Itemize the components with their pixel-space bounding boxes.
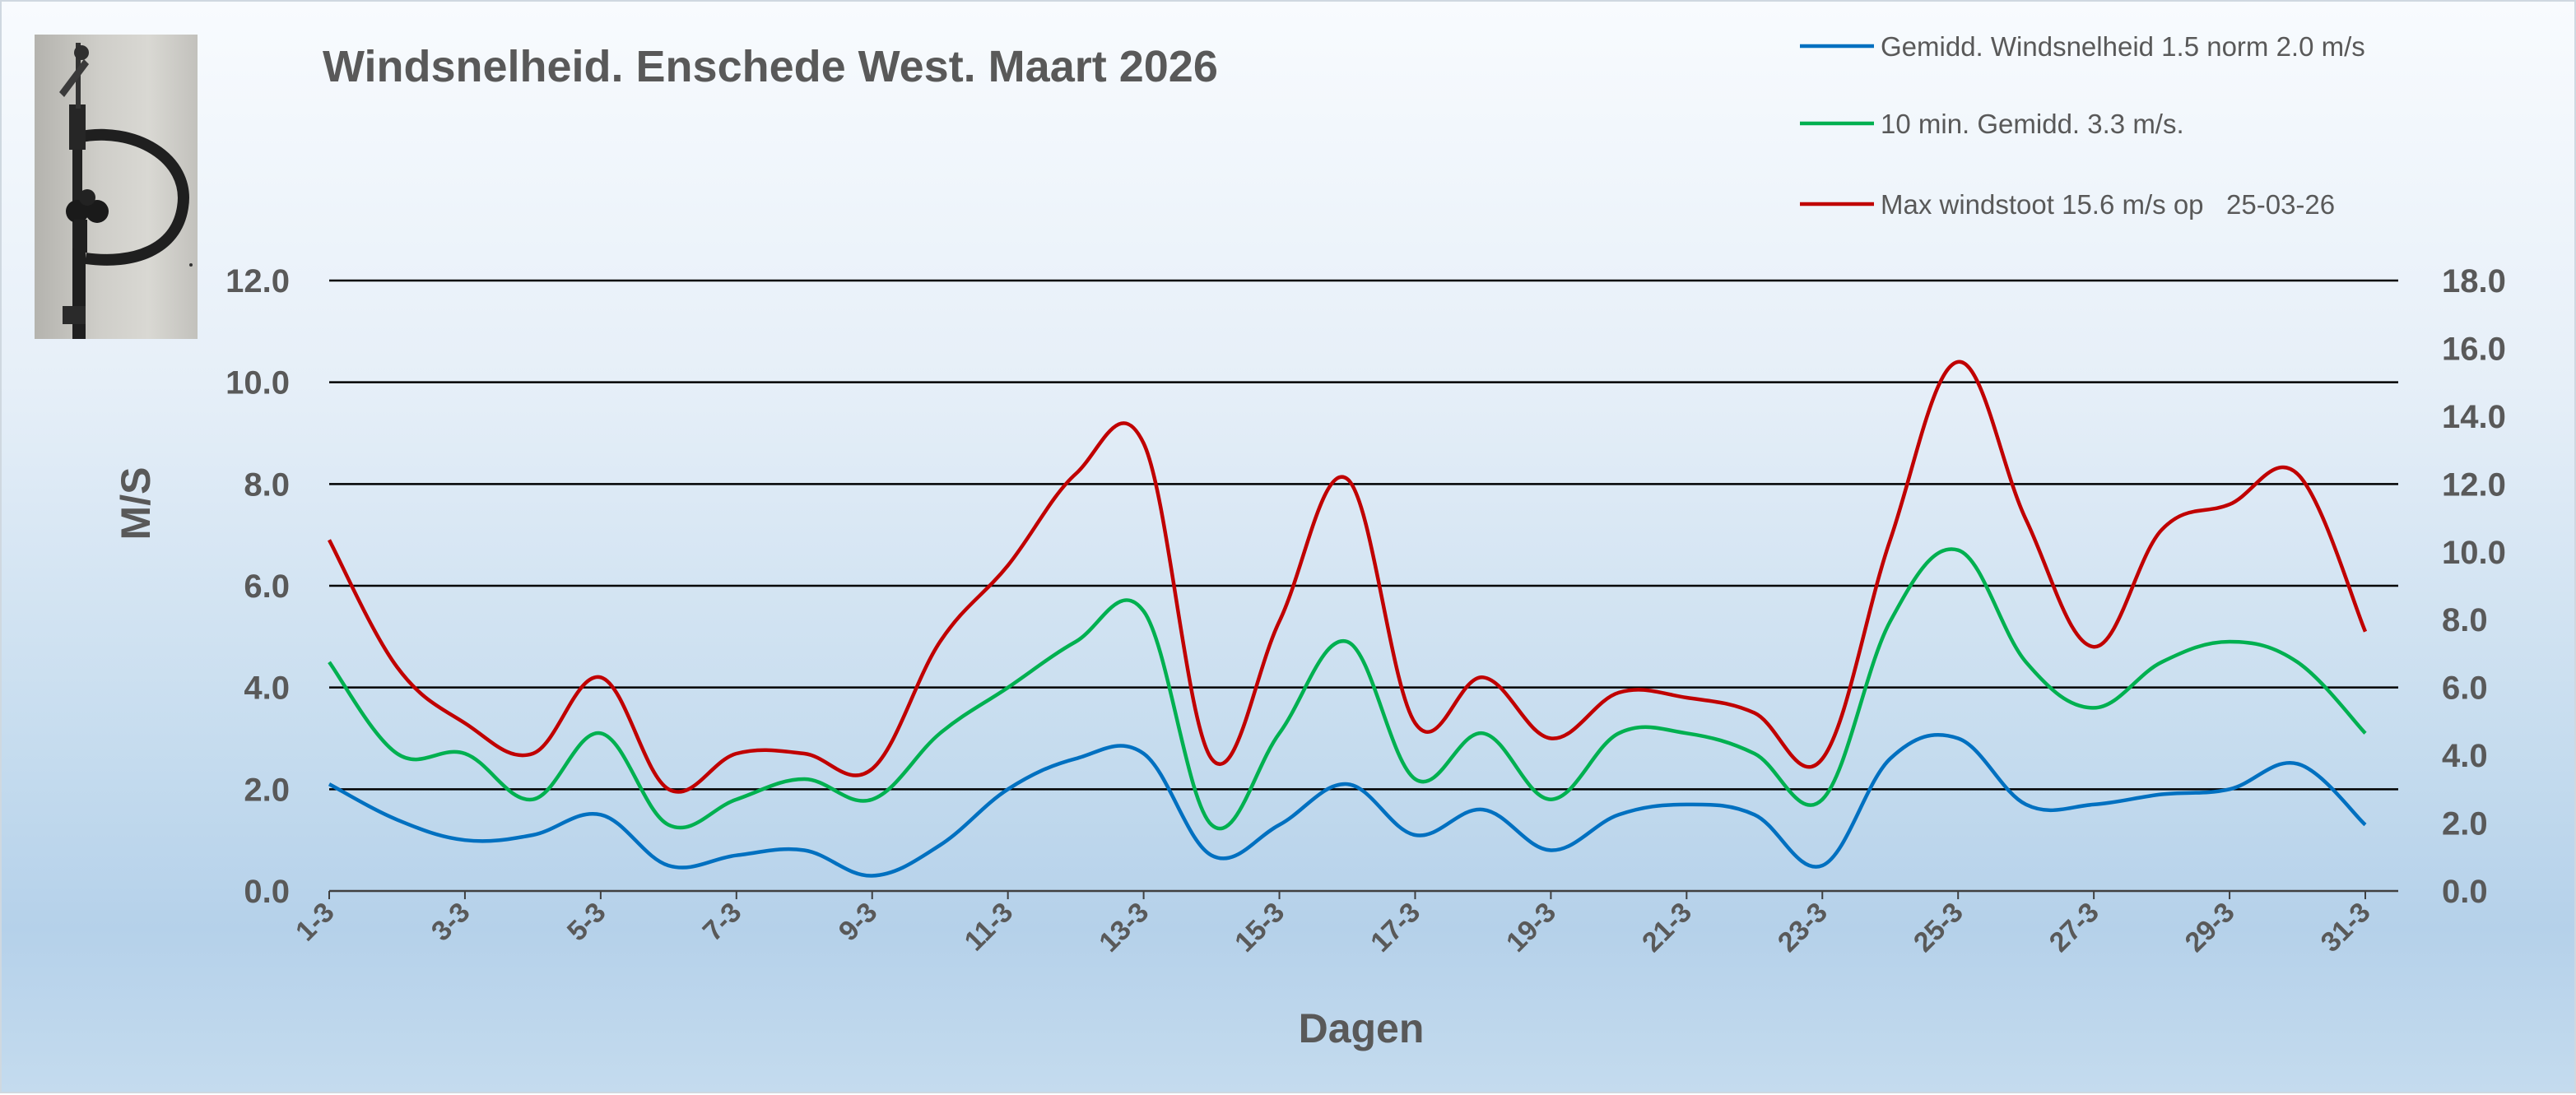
x-tick-label: 25-3 — [1908, 897, 1969, 958]
x-tick-label: 19-3 — [1500, 897, 1562, 958]
y-right-tick-label: 10.0 — [2442, 535, 2506, 571]
legend-entry: Gemidd. Windsnelheid 1.5 norm 2.0 m/s — [1881, 31, 2365, 62]
y-right-tick-label: 8.0 — [2442, 602, 2488, 638]
x-axis-title: Dagen — [1299, 1005, 1425, 1051]
y-left-tick-label: 6.0 — [244, 568, 290, 605]
y-right-tick-label: 2.0 — [2442, 806, 2488, 842]
x-tick-label: 13-3 — [1093, 897, 1155, 958]
x-tick-label: 7-3 — [697, 897, 748, 948]
y-axis-right: 0.0 2.0 4.0 6.0 8.0 10.0 12.0 14.0 16.0 18.0 — [2442, 263, 2506, 910]
series-line-2 — [328, 360, 2368, 794]
legend: Gemidd. Windsnelheid 1.5 norm 2.0 m/s 10 … — [1800, 31, 2365, 220]
chart-title: Windsnelheid. Enschede West. Maart 2026 — [323, 42, 1218, 91]
anemometer-icon — [59, 43, 193, 339]
series-lines — [328, 360, 2368, 878]
x-tick-label: 21-3 — [1636, 897, 1698, 958]
x-tick-label: 31-3 — [2315, 897, 2377, 958]
y-left-tick-label: 4.0 — [244, 670, 290, 707]
x-tick-label: 23-3 — [1772, 897, 1834, 958]
legend-entry: 10 min. Gemidd. 3.3 m/s. — [1881, 109, 2184, 139]
x-axis: 1-3 3-3 5-3 7-3 9-3 11-3 13-3 15-3 17-3 19-3 21-3 2… — [290, 891, 2377, 958]
y-right-tick-label: 16.0 — [2442, 331, 2506, 367]
series-line-1 — [328, 547, 2367, 831]
y-right-tick-label: 4.0 — [2442, 738, 2488, 774]
y-right-tick-label: 12.0 — [2442, 466, 2506, 503]
y-right-tick-label: 6.0 — [2442, 670, 2488, 707]
x-tick-label: 3-3 — [425, 897, 477, 948]
y-left-tick-label: 10.0 — [226, 365, 290, 401]
y-right-tick-label: 18.0 — [2442, 263, 2506, 299]
anemometer-photo — [35, 35, 198, 339]
y-right-tick-label: 0.0 — [2442, 874, 2488, 910]
gridlines — [329, 279, 2398, 893]
y-right-tick-label: 14.0 — [2442, 399, 2506, 435]
y-left-tick-label: 12.0 — [226, 263, 290, 299]
x-tick-label: 5-3 — [561, 897, 612, 948]
y-left-tick-label: 2.0 — [244, 772, 290, 808]
x-tick-label: 1-3 — [290, 897, 341, 948]
x-tick-label: 29-3 — [2179, 897, 2241, 958]
x-tick-label: 15-3 — [1229, 897, 1290, 958]
y-axis-left: 0.0 2.0 4.0 6.0 8.0 10.0 12.0 — [226, 263, 290, 910]
series-line-0 — [328, 732, 2367, 878]
x-tick-label: 9-3 — [833, 897, 884, 948]
legend-entry: Max windstoot 15.6 m/s op 25-03-26 — [1881, 189, 2335, 220]
y-left-tick-label: 0.0 — [244, 874, 290, 910]
x-tick-label: 11-3 — [959, 897, 1020, 958]
y-left-tick-label: 8.0 — [244, 466, 290, 503]
x-tick-label: 17-3 — [1365, 897, 1426, 958]
y-axis-title: M/S — [113, 467, 159, 541]
x-tick-label: 27-3 — [2044, 897, 2105, 958]
